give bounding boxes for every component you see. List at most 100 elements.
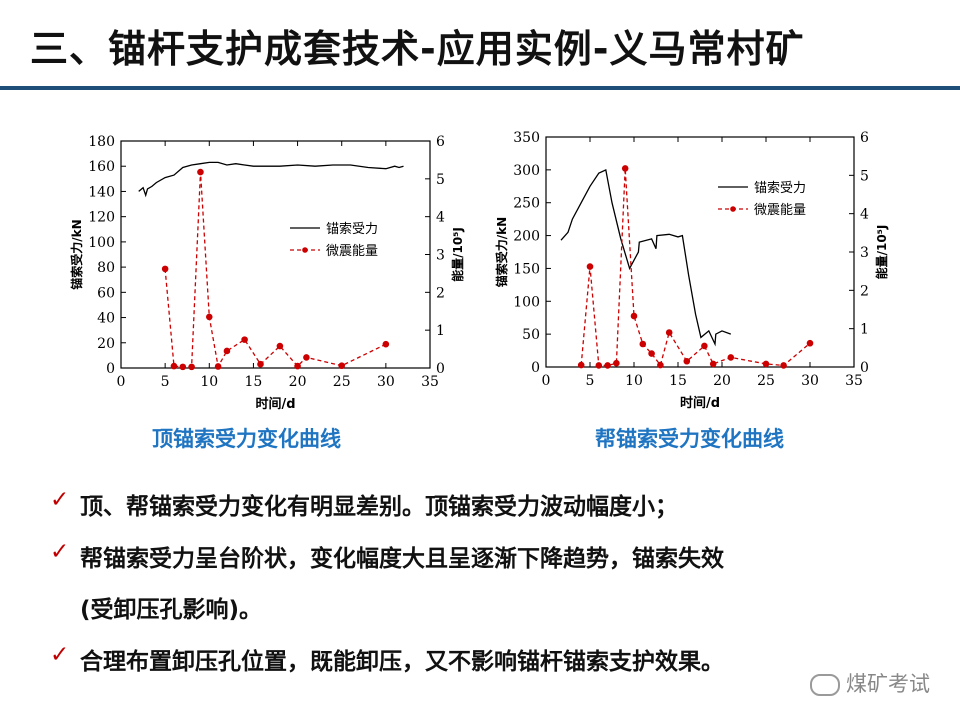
bullet-text: 顶、帮锚索受力变化有明显差别。顶锚索受力波动幅度小； [80, 494, 678, 520]
y2-tick-label: 3 [860, 245, 869, 261]
y-tick-label: 350 [513, 130, 540, 146]
data-point [683, 357, 691, 365]
rib-chart-caption: 帮锚索受力变化曲线 [595, 427, 784, 451]
data-point [577, 361, 585, 369]
data-point [179, 363, 187, 371]
data-point [657, 361, 664, 369]
y2-tick-label: 0 [860, 360, 869, 376]
data-point [170, 362, 178, 370]
slide-title: 三、锚杆支护成套技术-应用实例-义马常村矿 [30, 27, 805, 71]
data-point [639, 340, 647, 348]
data-point [303, 354, 310, 361]
y2-tick-label: 1 [436, 323, 445, 339]
series-line [138, 161, 404, 198]
bullet-item: ✓ 合理布置卸压孔位置，既能卸压，又不影响锚杆锚索支护效果。 [50, 642, 724, 676]
data-point [205, 313, 213, 321]
bullet-text: 帮锚索受力呈台阶状，变化幅度大且呈逐渐下降趋势，锚索失效 [80, 546, 724, 572]
legend-marker [302, 247, 308, 253]
y-tick-label: 0 [106, 361, 115, 377]
data-point [214, 363, 222, 370]
data-point [382, 340, 390, 348]
check-icon: ✓ [50, 487, 70, 513]
x-tick-label: 0 [542, 373, 551, 389]
x-tick-label: 25 [333, 374, 351, 390]
series-line [164, 171, 387, 369]
x-tick-label: 0 [117, 374, 126, 390]
x-tick-label: 20 [713, 373, 731, 389]
data-point [223, 347, 231, 355]
data-point [257, 360, 264, 368]
data-point [613, 359, 620, 367]
check-icon: ✓ [50, 539, 70, 565]
y2-tick-label: 0 [436, 361, 445, 377]
y2-tick-label: 5 [436, 172, 445, 188]
y-tick-label: 80 [97, 260, 115, 276]
data-point [338, 362, 346, 370]
y-tick-label: 180 [88, 134, 115, 150]
x-tick-label: 10 [625, 373, 643, 389]
y-tick-label: 200 [513, 229, 540, 245]
y2-tick-label: 2 [436, 285, 445, 301]
x-axis-label: 时间/d [680, 395, 720, 411]
data-point [586, 263, 594, 270]
data-point [241, 336, 248, 343]
watermark-text: 煤矿考试 [846, 672, 930, 696]
data-point [197, 168, 204, 176]
data-point [630, 312, 638, 320]
y2-tick-label: 5 [860, 168, 869, 184]
y2-tick-label: 2 [860, 283, 869, 299]
data-point [762, 360, 770, 368]
rib-cable-chart-svg: 0 5 10 15 20 25 30 3505010015020025030035001234… [494, 130, 889, 411]
y2-tick-label: 6 [436, 134, 445, 150]
rib-cable-chart: 0 5 10 15 20 25 30 35 0 50 100 150 200 250 300 350 0 1 2 3 4… [485, 125, 910, 424]
y-tick-label: 100 [88, 235, 115, 251]
legend-label: 锚索受力 [754, 181, 806, 196]
x-tick-label: 15 [245, 374, 263, 390]
x-tick-label: 30 [377, 374, 395, 390]
legend-label: 微震能量 [326, 244, 378, 259]
data-point [709, 360, 717, 368]
x-tick-label: 10 [200, 374, 218, 390]
data-point [161, 265, 169, 273]
y-tick-label: 50 [522, 327, 540, 343]
legend-label: 锚索受力 [326, 222, 378, 237]
x-tick-label: 30 [801, 373, 819, 389]
roof-chart-caption: 顶锚索受力变化曲线 [152, 427, 341, 451]
data-point [665, 329, 673, 336]
roof-cable-chart-svg: 0 5 10 15 20 25 30 3502040608010012014016018001… [69, 134, 465, 412]
data-point [595, 362, 603, 369]
bullet-text: (受卸压孔影响)。 [80, 597, 263, 623]
series-line [580, 168, 811, 367]
y-axis-label: 锚索受力/kN [494, 217, 509, 287]
data-point [294, 362, 301, 370]
x-tick-label: 15 [669, 373, 687, 389]
watermark: 煤矿考试 [810, 668, 930, 698]
y-tick-label: 0 [531, 360, 540, 376]
data-point [276, 342, 284, 350]
x-tick-label: 20 [289, 374, 307, 390]
x-tick-label: 35 [845, 373, 863, 389]
y-tick-label: 300 [513, 163, 540, 179]
data-point [727, 354, 735, 361]
y-tick-label: 40 [97, 311, 115, 327]
plot-frame [120, 140, 431, 369]
check-icon: ✓ [50, 642, 70, 668]
y-tick-label: 120 [88, 210, 115, 226]
y2-tick-label: 1 [860, 322, 869, 338]
title-divider [0, 86, 960, 90]
x-axis-label: 时间/d [255, 396, 295, 412]
y2-tick-label: 4 [860, 207, 869, 223]
y-tick-label: 60 [97, 285, 115, 301]
y-tick-label: 140 [88, 184, 115, 200]
data-point [648, 350, 655, 357]
data-point [701, 342, 708, 350]
y2-axis-label: 能量/10⁵J [874, 225, 889, 280]
y-axis-label: 锚索受力/kN [69, 219, 84, 289]
y-tick-label: 160 [88, 159, 115, 175]
y-tick-label: 20 [97, 336, 115, 352]
y-tick-label: 250 [513, 196, 540, 212]
bullet-continuation: (受卸压孔影响)。 [80, 590, 262, 624]
legend-label: 微震能量 [754, 203, 806, 218]
y-tick-label: 100 [513, 294, 540, 310]
data-point [188, 363, 195, 371]
